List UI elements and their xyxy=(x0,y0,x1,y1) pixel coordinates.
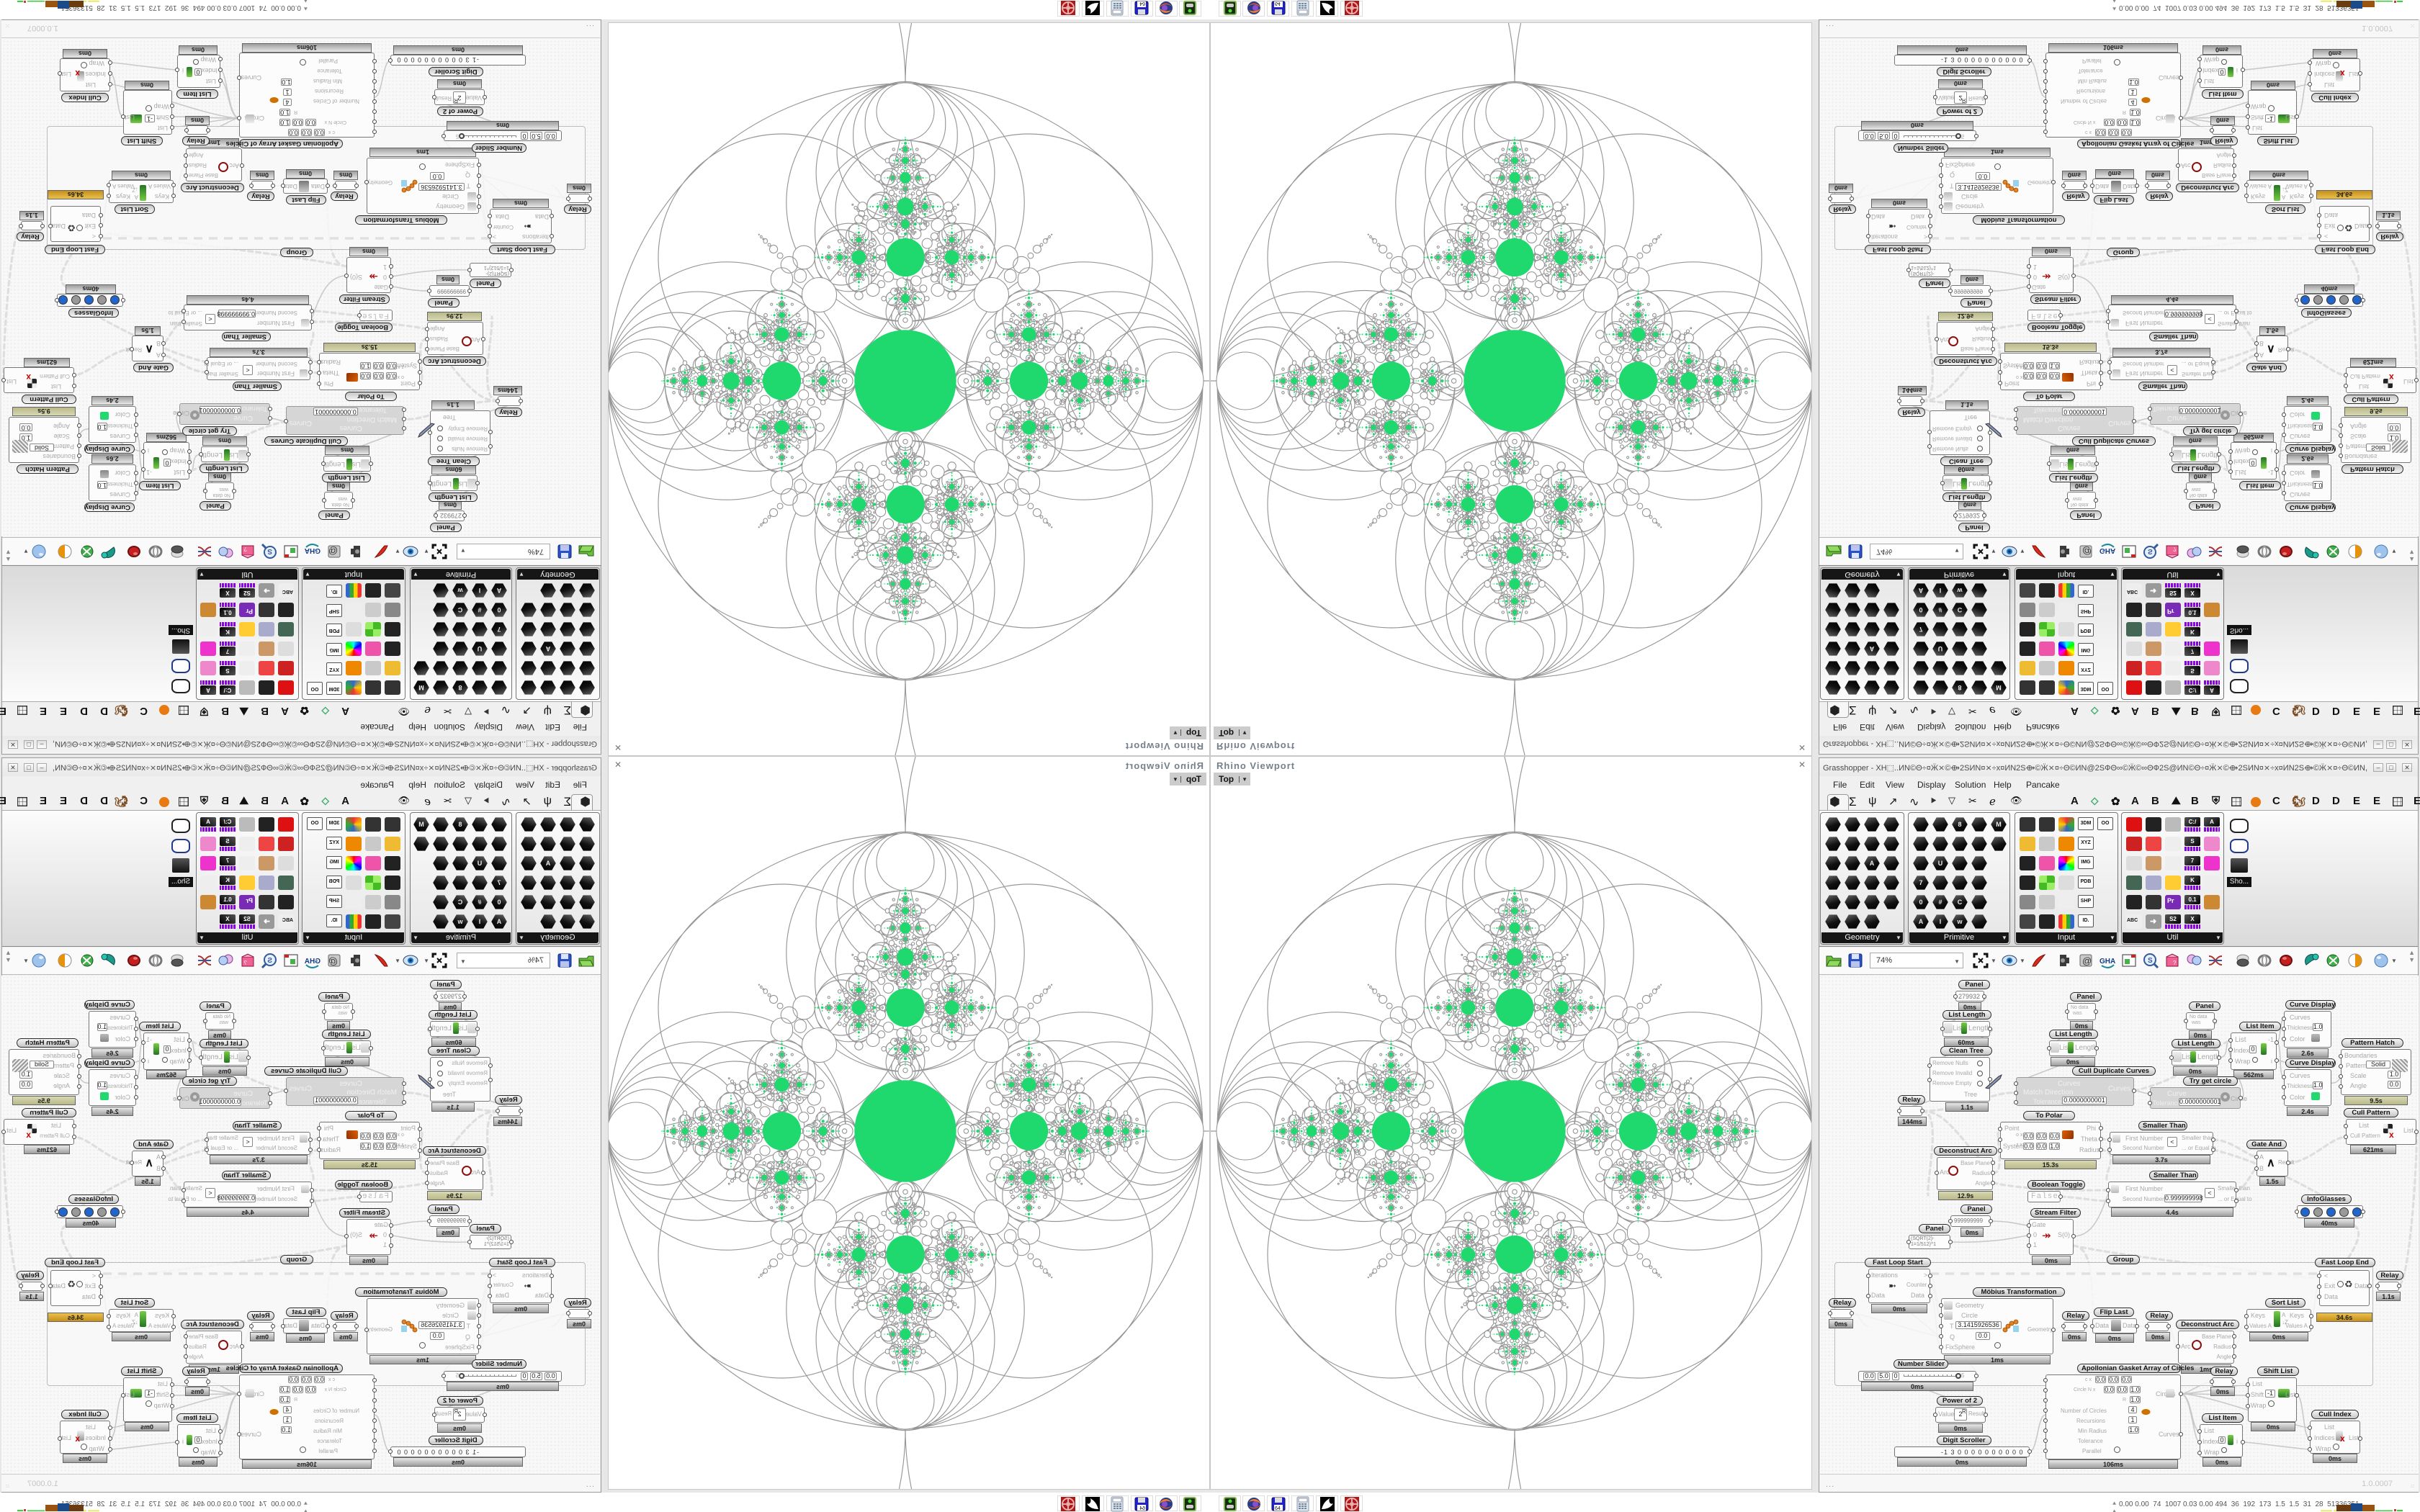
svg-text:64: 64 xyxy=(1140,1506,1146,1511)
svg-text:S: S xyxy=(267,547,272,555)
svg-text:S: S xyxy=(2148,957,2153,965)
svg-text:?: ? xyxy=(2173,546,2177,552)
svg-text:S: S xyxy=(267,957,272,965)
svg-text:?: ? xyxy=(2173,960,2177,966)
svg-text:GHA: GHA xyxy=(305,958,321,966)
svg-text:GHA: GHA xyxy=(2099,958,2115,966)
svg-text:GHA: GHA xyxy=(2099,546,2115,554)
svg-text:@: @ xyxy=(328,955,338,966)
svg-text:@: @ xyxy=(328,546,338,557)
svg-text:64: 64 xyxy=(1275,1506,1281,1511)
svg-text:S: S xyxy=(2148,547,2153,555)
svg-text:?: ? xyxy=(243,960,247,966)
svg-text:GHA: GHA xyxy=(305,546,321,554)
svg-text:64: 64 xyxy=(1140,1,1146,6)
svg-text:@: @ xyxy=(2082,546,2092,557)
svg-text:64: 64 xyxy=(1275,1,1281,6)
svg-text:@: @ xyxy=(2082,955,2092,966)
svg-text:?: ? xyxy=(243,546,247,552)
